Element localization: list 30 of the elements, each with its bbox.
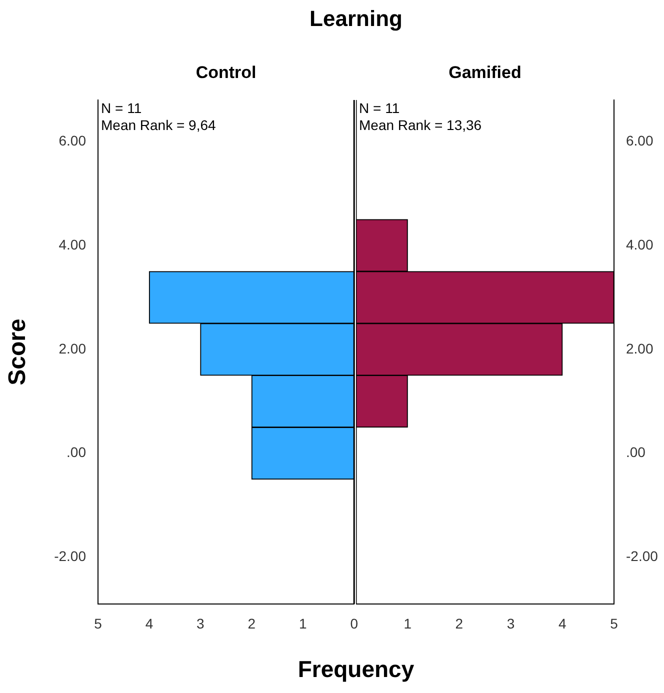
y-tick-label: 4.00: [626, 236, 654, 252]
y-tick-label: .00: [626, 444, 646, 460]
x-tick-label: 1: [298, 615, 307, 632]
y-tick-label: 2.00: [626, 340, 654, 356]
y-axis-title: Score: [4, 318, 32, 386]
y-tick-label: -2.00: [626, 548, 658, 564]
annotation: Mean Rank = 13,36: [359, 116, 482, 133]
x-tick-label: 4: [145, 615, 154, 632]
chart-title: Learning: [308, 6, 404, 32]
x-tick-label: 3: [506, 615, 515, 632]
x-tick-label: 2: [455, 615, 464, 632]
y-tick-label: 4.00: [58, 236, 86, 252]
y-tick-label: 6.00: [626, 132, 654, 148]
annotation: N = 11: [101, 100, 142, 116]
chart-subtitle: Control: [196, 63, 256, 82]
y-tick-label: 2.00: [58, 340, 86, 356]
x-tick-label: 0: [350, 615, 358, 632]
y-tick-label: -2.00: [54, 548, 86, 564]
x-tick-label: 3: [196, 615, 205, 632]
x-tick-label: 4: [558, 615, 566, 632]
x-tick-label: 5: [610, 615, 618, 632]
x-tick-label: 5: [94, 615, 102, 632]
annotation: Mean Rank = 9,64: [101, 116, 216, 133]
y-tick-label: 6.00: [58, 132, 86, 148]
annotation: N = 11: [359, 100, 400, 116]
x-axis-title: Frequency: [296, 656, 416, 683]
x-tick-label: 2: [248, 615, 256, 632]
x-tick-label: 1: [404, 615, 412, 632]
y-tick-label: .00: [66, 444, 86, 460]
chart-subtitle: Gamified: [448, 63, 522, 82]
